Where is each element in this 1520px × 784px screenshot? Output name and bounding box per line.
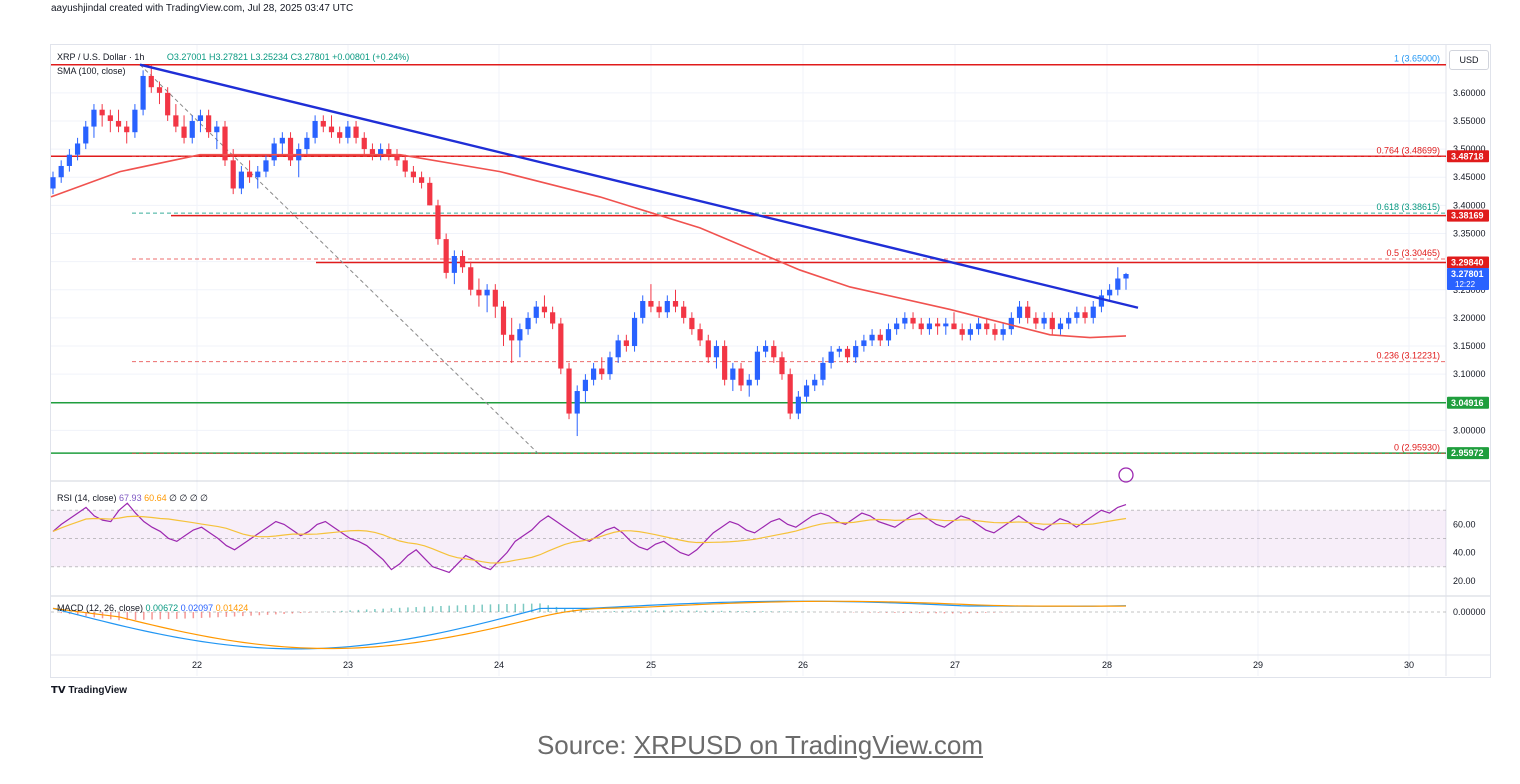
macd-legend: MACD (12, 26, close) 0.00672 0.02097 0.0… xyxy=(57,603,248,613)
rsi-ma-value: 60.64 xyxy=(144,493,167,503)
legend-high: H3.27821 xyxy=(208,52,248,62)
sma-legend: SMA (100, close) xyxy=(57,66,126,76)
rsi-legend: RSI (14, close) 67.93 60.64 ∅ ∅ ∅ ∅ xyxy=(57,493,208,504)
rsi-value: 67.93 xyxy=(119,493,142,503)
macd-value-2: 0.02097 xyxy=(180,603,214,613)
symbol-name: XRP / U.S. Dollar · 1h xyxy=(57,52,145,62)
symbol-legend: XRP / U.S. Dollar · 1h O3.27001 H3.27821… xyxy=(57,52,409,62)
legend-open: O3.27001 xyxy=(166,52,207,62)
currency-button[interactable]: USD xyxy=(1449,50,1489,70)
macd-value-3: 0.01424 xyxy=(215,603,249,613)
legend-low: L3.25234 xyxy=(250,52,289,62)
legend-change: +0.00801 (+0.24%) xyxy=(332,52,410,62)
source-prefix: Source: xyxy=(536,730,634,760)
source-link[interactable]: XRPUSD on TradingView.com xyxy=(633,730,984,760)
rsi-label: RSI (14, close) xyxy=(57,493,117,503)
sma-label: SMA (100, close) xyxy=(57,66,126,76)
branding-text: TradingView xyxy=(68,685,128,696)
macd-label: MACD (12, 26, close) xyxy=(57,603,144,613)
rsi-extra: ∅ ∅ ∅ ∅ xyxy=(169,493,209,503)
legend-close: C3.27801 xyxy=(290,52,330,62)
macd-value-1: 0.00672 xyxy=(145,603,179,613)
chart-attribution: aayushjindal created with TradingView.co… xyxy=(51,3,354,14)
source-caption: Source: XRPUSD on TradingView.com xyxy=(0,730,1520,761)
chart-frame xyxy=(50,44,1491,678)
tradingview-logo: 𝗧𝗩 TradingView xyxy=(51,685,128,696)
